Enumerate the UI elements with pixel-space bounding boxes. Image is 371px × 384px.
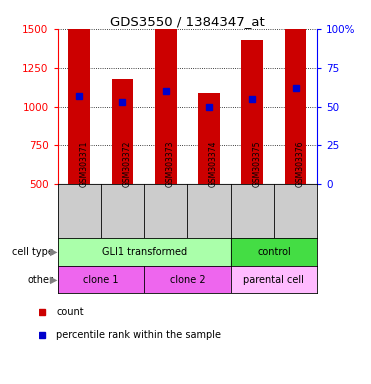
Bar xyxy=(231,238,317,266)
Bar xyxy=(68,23,90,184)
Title: GDS3550 / 1384347_at: GDS3550 / 1384347_at xyxy=(110,15,265,28)
Text: count: count xyxy=(56,306,84,317)
Bar xyxy=(144,266,231,293)
Text: GSM303376: GSM303376 xyxy=(296,141,305,187)
Text: other: other xyxy=(28,275,54,285)
Text: GSM303372: GSM303372 xyxy=(122,141,131,187)
Bar xyxy=(231,266,317,293)
Text: ▶: ▶ xyxy=(50,247,57,257)
Bar xyxy=(112,79,133,184)
Text: GSM303373: GSM303373 xyxy=(166,141,175,187)
Bar xyxy=(155,29,177,184)
Bar xyxy=(198,93,220,184)
Text: cell type: cell type xyxy=(12,247,54,257)
Text: GSM303375: GSM303375 xyxy=(252,141,261,187)
Text: GSM303371: GSM303371 xyxy=(79,141,88,187)
Text: control: control xyxy=(257,247,291,257)
Bar xyxy=(242,40,263,184)
Text: parental cell: parental cell xyxy=(243,275,304,285)
Text: GSM303374: GSM303374 xyxy=(209,141,218,187)
Text: clone 1: clone 1 xyxy=(83,275,119,285)
Text: ▶: ▶ xyxy=(50,275,57,285)
Text: GLI1 transformed: GLI1 transformed xyxy=(102,247,187,257)
Bar xyxy=(58,238,231,266)
Bar xyxy=(285,0,306,184)
Text: clone 2: clone 2 xyxy=(170,275,205,285)
Text: percentile rank within the sample: percentile rank within the sample xyxy=(56,330,221,340)
Bar xyxy=(58,266,144,293)
